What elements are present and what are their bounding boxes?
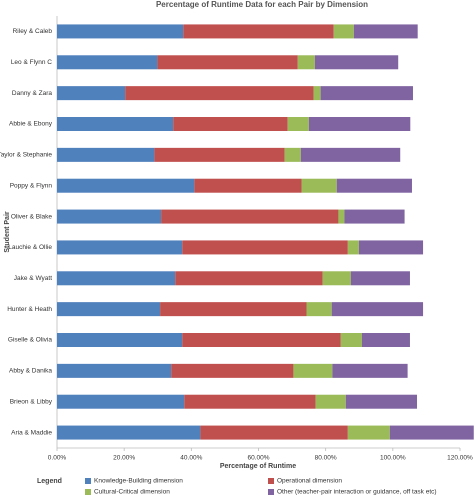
y-tick-label: Lauchie & Ollie <box>8 244 52 251</box>
y-tick-label: Hunter & Heath <box>7 306 52 313</box>
bar-segment <box>171 363 294 378</box>
bar-segment <box>287 117 309 131</box>
legend-swatch <box>85 478 91 484</box>
bar-segment <box>173 117 288 131</box>
bar-segment <box>308 117 411 131</box>
bar-segment <box>182 333 341 347</box>
x-tick-label: 40.00% <box>180 455 202 462</box>
bar-segment <box>125 86 314 101</box>
y-axis-title: Student Pair <box>4 211 11 253</box>
legend-label: Knowledge-Building dimension <box>94 478 183 485</box>
bar-segment <box>57 425 201 440</box>
y-tick-label: Brieon & Libby <box>10 398 53 405</box>
bar-segment <box>350 271 410 286</box>
y-tick-label: Abby & Danika <box>9 368 52 375</box>
y-tick-label: Danny & Zara <box>12 90 52 97</box>
bar-segment <box>345 394 418 409</box>
legend-swatch <box>268 489 274 495</box>
bar-segment <box>57 209 162 224</box>
legend-title: Legend <box>37 478 62 485</box>
bar-segment <box>389 425 474 440</box>
bar-segment <box>300 147 401 162</box>
legend-swatch <box>85 489 91 495</box>
legend-label: Other (teacher-pair interaction or guida… <box>277 489 437 496</box>
bar-segment <box>353 24 418 39</box>
bar-segment <box>182 240 348 255</box>
legend-swatch <box>268 478 274 484</box>
x-tick-label: 0.00% <box>48 455 67 462</box>
bar-segment <box>297 55 315 70</box>
x-tick-label: 100.00% <box>380 455 406 462</box>
y-tick-label: Poppy & Flynn <box>10 182 53 189</box>
x-tick-label: 80.00% <box>315 455 337 462</box>
bar-segment <box>293 363 333 378</box>
bar-segment <box>322 271 351 286</box>
bar-segment <box>301 178 337 193</box>
bar-segment <box>314 55 399 70</box>
bar-segment <box>57 363 172 378</box>
bar-segment <box>154 147 285 162</box>
bar-segment <box>57 55 158 70</box>
legend-label: Operational dimension <box>277 478 342 485</box>
bar-segment <box>57 302 161 317</box>
bar-segment <box>332 363 408 378</box>
bar-segment <box>57 240 183 255</box>
y-tick-label: Riley & Caleb <box>13 28 53 35</box>
bar-segment <box>57 147 155 162</box>
bar-segment <box>175 271 323 286</box>
bar-segment <box>57 24 184 39</box>
y-tick-label: Abbie & Ebony <box>9 121 53 128</box>
bar-segment <box>57 271 176 286</box>
bar-segment <box>57 117 174 131</box>
bar-segment <box>344 209 405 224</box>
bar-segment <box>194 178 302 193</box>
bar-segment <box>315 394 346 409</box>
bar-segment <box>347 240 359 255</box>
bar-segment <box>306 302 332 317</box>
bar-segment <box>57 333 183 347</box>
bar-segment <box>338 209 345 224</box>
bar-segment <box>336 178 412 193</box>
bar-segment <box>361 333 410 347</box>
bar-segment <box>157 55 298 70</box>
y-tick-label: Jake & Wyatt <box>14 275 52 282</box>
bar-segment <box>333 24 354 39</box>
bar-segment <box>347 425 390 440</box>
y-tick-label: Giselle & Olivia <box>8 337 52 344</box>
x-axis-title: Percentage of Runtime <box>220 463 296 470</box>
y-tick-label: Taylor & Stephanie <box>0 152 52 159</box>
x-tick-label: 120.00% <box>447 455 473 462</box>
y-tick-label: Aria & Maddie <box>11 429 52 436</box>
bar-segment <box>160 302 307 317</box>
bar-segment <box>57 394 185 409</box>
bar-segment <box>313 86 321 101</box>
legend-label: Cultural-Critical dimension <box>94 489 170 496</box>
x-tick-label: 20.00% <box>113 455 135 462</box>
bar-segment <box>331 302 424 317</box>
chart-title: Percentage of Runtime Data for each Pair… <box>156 0 368 9</box>
bar-segment <box>57 86 126 101</box>
y-tick-label: Oliver & Blake <box>11 213 53 220</box>
bar-segment <box>184 394 316 409</box>
bar-segment <box>200 425 348 440</box>
bar-segment <box>284 147 301 162</box>
bar-segment <box>183 24 334 39</box>
bar-segment <box>161 209 339 224</box>
bar-segment <box>340 333 362 347</box>
bar-segment <box>358 240 424 255</box>
y-tick-label: Leo & Flynn C <box>11 59 52 66</box>
x-tick-label: 60.00% <box>247 455 269 462</box>
bar-segment <box>320 86 413 101</box>
bar-segment <box>57 178 195 193</box>
